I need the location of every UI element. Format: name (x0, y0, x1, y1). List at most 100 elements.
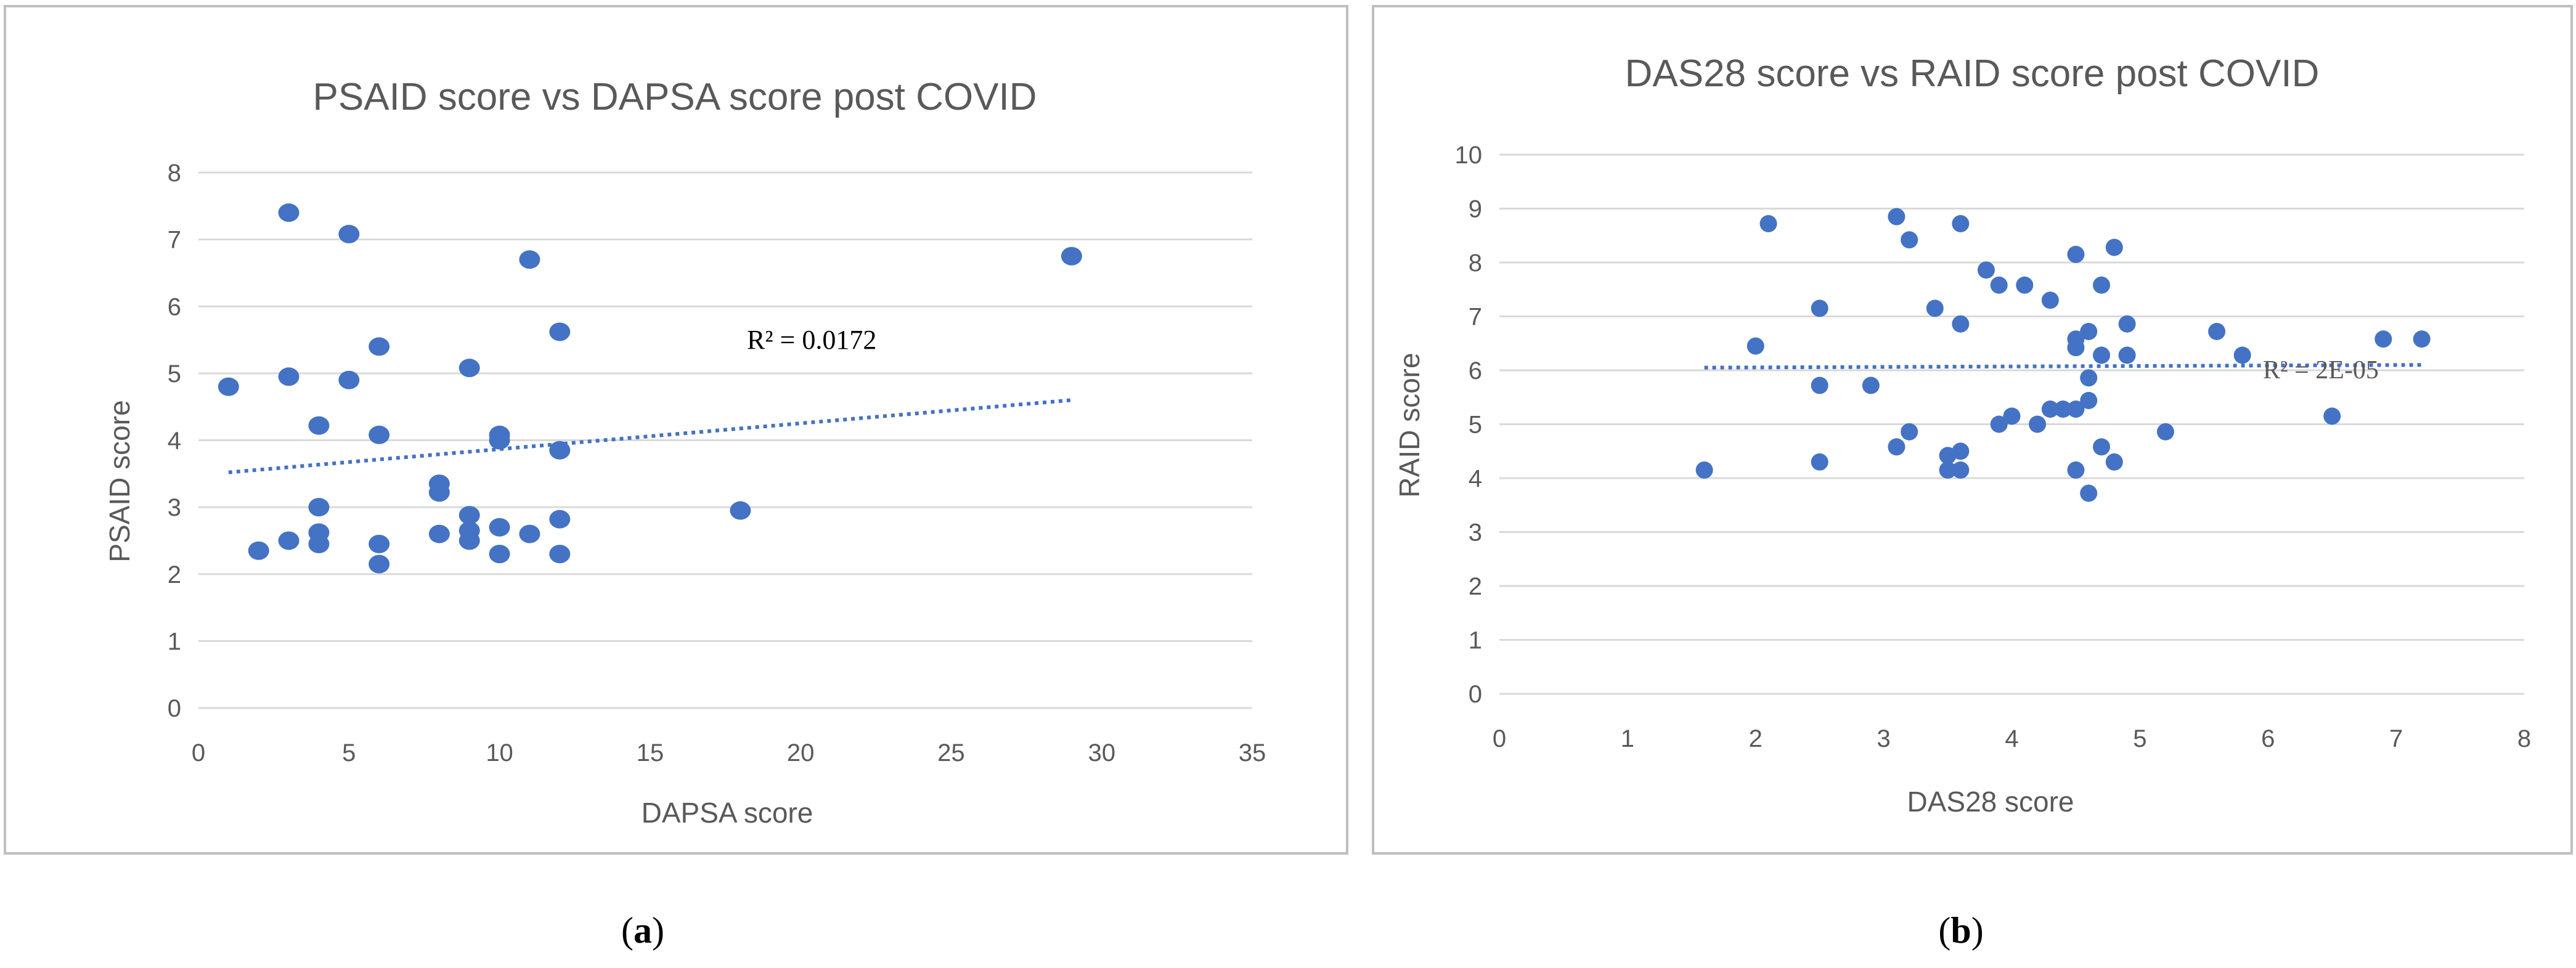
data-point (428, 483, 450, 502)
y-tick-label: 1 (168, 628, 181, 655)
data-point (1888, 438, 1906, 456)
panel-a-title: PSAID score vs DAPSA score post COVID (313, 76, 1037, 118)
data-point (549, 322, 571, 341)
y-tick-label: 0 (168, 695, 181, 722)
data-point (1901, 231, 1918, 249)
x-tick-label: 15 (637, 739, 664, 767)
data-point (2041, 291, 2059, 309)
panel-b-y-ticks: 0 1 2 3 4 5 6 7 8 9 10 (1455, 142, 1483, 708)
x-tick-label: 7 (2389, 725, 2403, 752)
panel-b-r2-label: R² = 2E-05 (2263, 356, 2379, 384)
x-tick-label: 5 (2133, 725, 2146, 752)
data-point (2105, 453, 2123, 471)
data-point (2323, 407, 2341, 425)
y-tick-label: 4 (1469, 465, 1482, 492)
data-point (2233, 346, 2251, 364)
data-point (2208, 323, 2226, 340)
data-point (308, 416, 330, 435)
data-point (2118, 315, 2136, 333)
data-point (2156, 423, 2174, 441)
caption-b: (b) (1938, 910, 1983, 951)
y-tick-label: 7 (1469, 304, 1482, 331)
data-point (369, 337, 390, 356)
y-tick-label: 10 (1455, 142, 1483, 169)
panel-b-border (1372, 5, 2573, 855)
data-point (1952, 215, 1970, 232)
data-point (2080, 484, 2098, 502)
x-tick-label: 20 (787, 739, 815, 767)
y-tick-label: 8 (1469, 250, 1482, 277)
data-point (1990, 415, 2008, 433)
data-point (1977, 261, 1995, 279)
data-point (549, 510, 571, 529)
data-point (1952, 315, 1970, 333)
panel-a: PSAID score vs DAPSA score post COVID 0 1… (4, 5, 1348, 855)
x-tick-label: 3 (1877, 725, 1891, 752)
data-point (489, 545, 510, 564)
data-point (2093, 346, 2111, 364)
data-point (1901, 423, 1918, 441)
data-point (369, 534, 390, 553)
panel-a-border (4, 5, 1348, 855)
panel-a-y-ticks: 0 1 2 3 4 5 6 7 8 (168, 160, 181, 722)
panel-b: DAS28 score vs RAID score post COVID 0 1 2… (1372, 5, 2573, 855)
data-point (459, 506, 480, 525)
data-point (459, 359, 480, 378)
data-point (2080, 369, 2098, 387)
y-tick-label: 6 (1469, 357, 1482, 384)
data-point (369, 555, 390, 574)
x-tick-label: 0 (192, 739, 205, 767)
data-point (338, 370, 360, 389)
y-tick-label: 8 (168, 160, 181, 187)
data-point (489, 518, 510, 537)
y-tick-label: 1 (1469, 627, 1482, 654)
data-point (2041, 401, 2059, 418)
data-point (2003, 407, 2021, 425)
data-point (730, 501, 751, 520)
data-point (218, 377, 239, 396)
data-point (1759, 215, 1777, 232)
y-tick-label: 5 (168, 360, 181, 388)
x-tick-label: 2 (1749, 725, 1763, 752)
data-point (1811, 299, 1828, 317)
x-tick-label: 25 (937, 739, 965, 767)
panel-a-x-axis-label: DAPSA score (642, 797, 813, 829)
data-point (1990, 276, 2008, 294)
data-point (549, 441, 571, 460)
y-tick-label: 2 (1469, 573, 1482, 600)
panel-b-x-axis-label: DAS28 score (1907, 786, 2074, 818)
panel-b-y-axis-label: RAID score (1393, 352, 1425, 497)
data-point (428, 524, 450, 543)
data-point (278, 531, 300, 550)
data-point (308, 498, 330, 517)
data-point (308, 534, 330, 553)
data-point (2016, 276, 2034, 294)
y-tick-label: 5 (1469, 412, 1482, 439)
data-point (2413, 330, 2431, 348)
data-point (2093, 276, 2111, 294)
data-point (519, 250, 540, 269)
panel-a-points (218, 203, 1082, 574)
y-tick-label: 0 (1469, 681, 1482, 708)
data-point (1811, 376, 1828, 394)
y-tick-label: 3 (168, 494, 181, 521)
panel-b-points (1695, 208, 2431, 502)
data-point (369, 425, 390, 444)
data-point (1862, 376, 1880, 394)
panel-b-x-ticks: 0 1 2 3 4 5 6 7 8 (1493, 725, 2531, 752)
data-point (2118, 346, 2136, 364)
data-point (1747, 337, 1764, 355)
data-point (2080, 392, 2098, 409)
y-tick-label: 6 (168, 293, 181, 320)
data-point (278, 367, 300, 386)
caption-a: (a) (621, 910, 664, 951)
data-point (1061, 246, 1082, 266)
x-tick-label: 10 (486, 739, 513, 767)
data-point (519, 524, 540, 543)
data-point (2105, 238, 2123, 256)
data-point (489, 431, 510, 450)
data-point (2067, 461, 2085, 479)
x-tick-label: 4 (2005, 725, 2018, 752)
data-point (248, 541, 269, 560)
data-point (2054, 401, 2072, 418)
